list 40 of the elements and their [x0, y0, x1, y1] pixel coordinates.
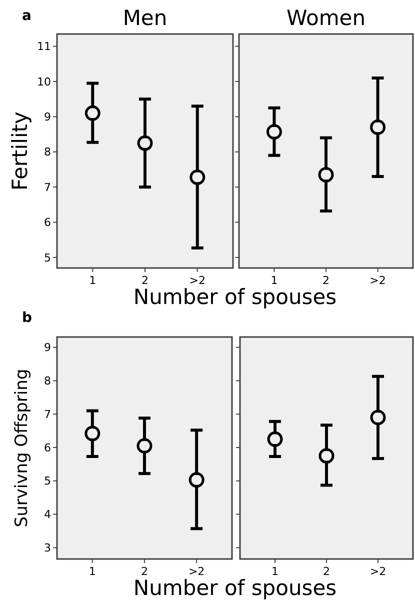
- y-tick-label: 5: [44, 251, 51, 264]
- x-tick-label: 2: [142, 274, 148, 287]
- x-axis-title: Number of spouses: [133, 576, 337, 600]
- x-tick-label: >2: [188, 565, 205, 578]
- y-tick-label: 7: [44, 408, 51, 421]
- x-tick-label: 2: [141, 565, 148, 578]
- point: [190, 169, 206, 185]
- chart-title: Women: [286, 6, 366, 30]
- x-axis-title: Number of spouses: [133, 285, 337, 309]
- chart-title: Men: [122, 6, 168, 30]
- text: b: [22, 310, 32, 326]
- x-tick-label: 1: [88, 565, 96, 578]
- y-tick-label: 9: [44, 341, 51, 354]
- point: [84, 105, 100, 121]
- y-tick-label: 11: [37, 40, 51, 54]
- x-tick-label: 2: [322, 274, 330, 287]
- y-tick-label: 10: [37, 75, 51, 88]
- text: a: [22, 8, 32, 24]
- x-tick-label: 1: [272, 565, 279, 578]
- y-tick-label: 8: [44, 146, 51, 159]
- x-tick-label: 2: [323, 565, 330, 578]
- y-tick-label: 6: [44, 441, 51, 454]
- x-tick-label: >2: [189, 274, 206, 287]
- y-tick-label: 8: [44, 374, 51, 388]
- y-tick-label: 3: [44, 542, 51, 554]
- point: [188, 472, 204, 488]
- y-axis-title: Fertility: [8, 112, 32, 190]
- point: [137, 135, 153, 151]
- point: [136, 438, 152, 454]
- x-tick-label: 1: [89, 274, 96, 287]
- y-tick-label: 7: [44, 180, 51, 194]
- y-tick-label: 9: [44, 110, 51, 124]
- x-tick-label: >2: [370, 565, 386, 578]
- y-tick-label: 5: [44, 474, 51, 488]
- x-tick-label: 1: [270, 274, 278, 287]
- y-tick-label: 4: [44, 508, 51, 522]
- y-axis-title: Survivng Offspring: [12, 368, 32, 528]
- y-tick-label: 6: [44, 216, 51, 230]
- point: [84, 426, 100, 442]
- x-tick-label: >2: [370, 274, 386, 287]
